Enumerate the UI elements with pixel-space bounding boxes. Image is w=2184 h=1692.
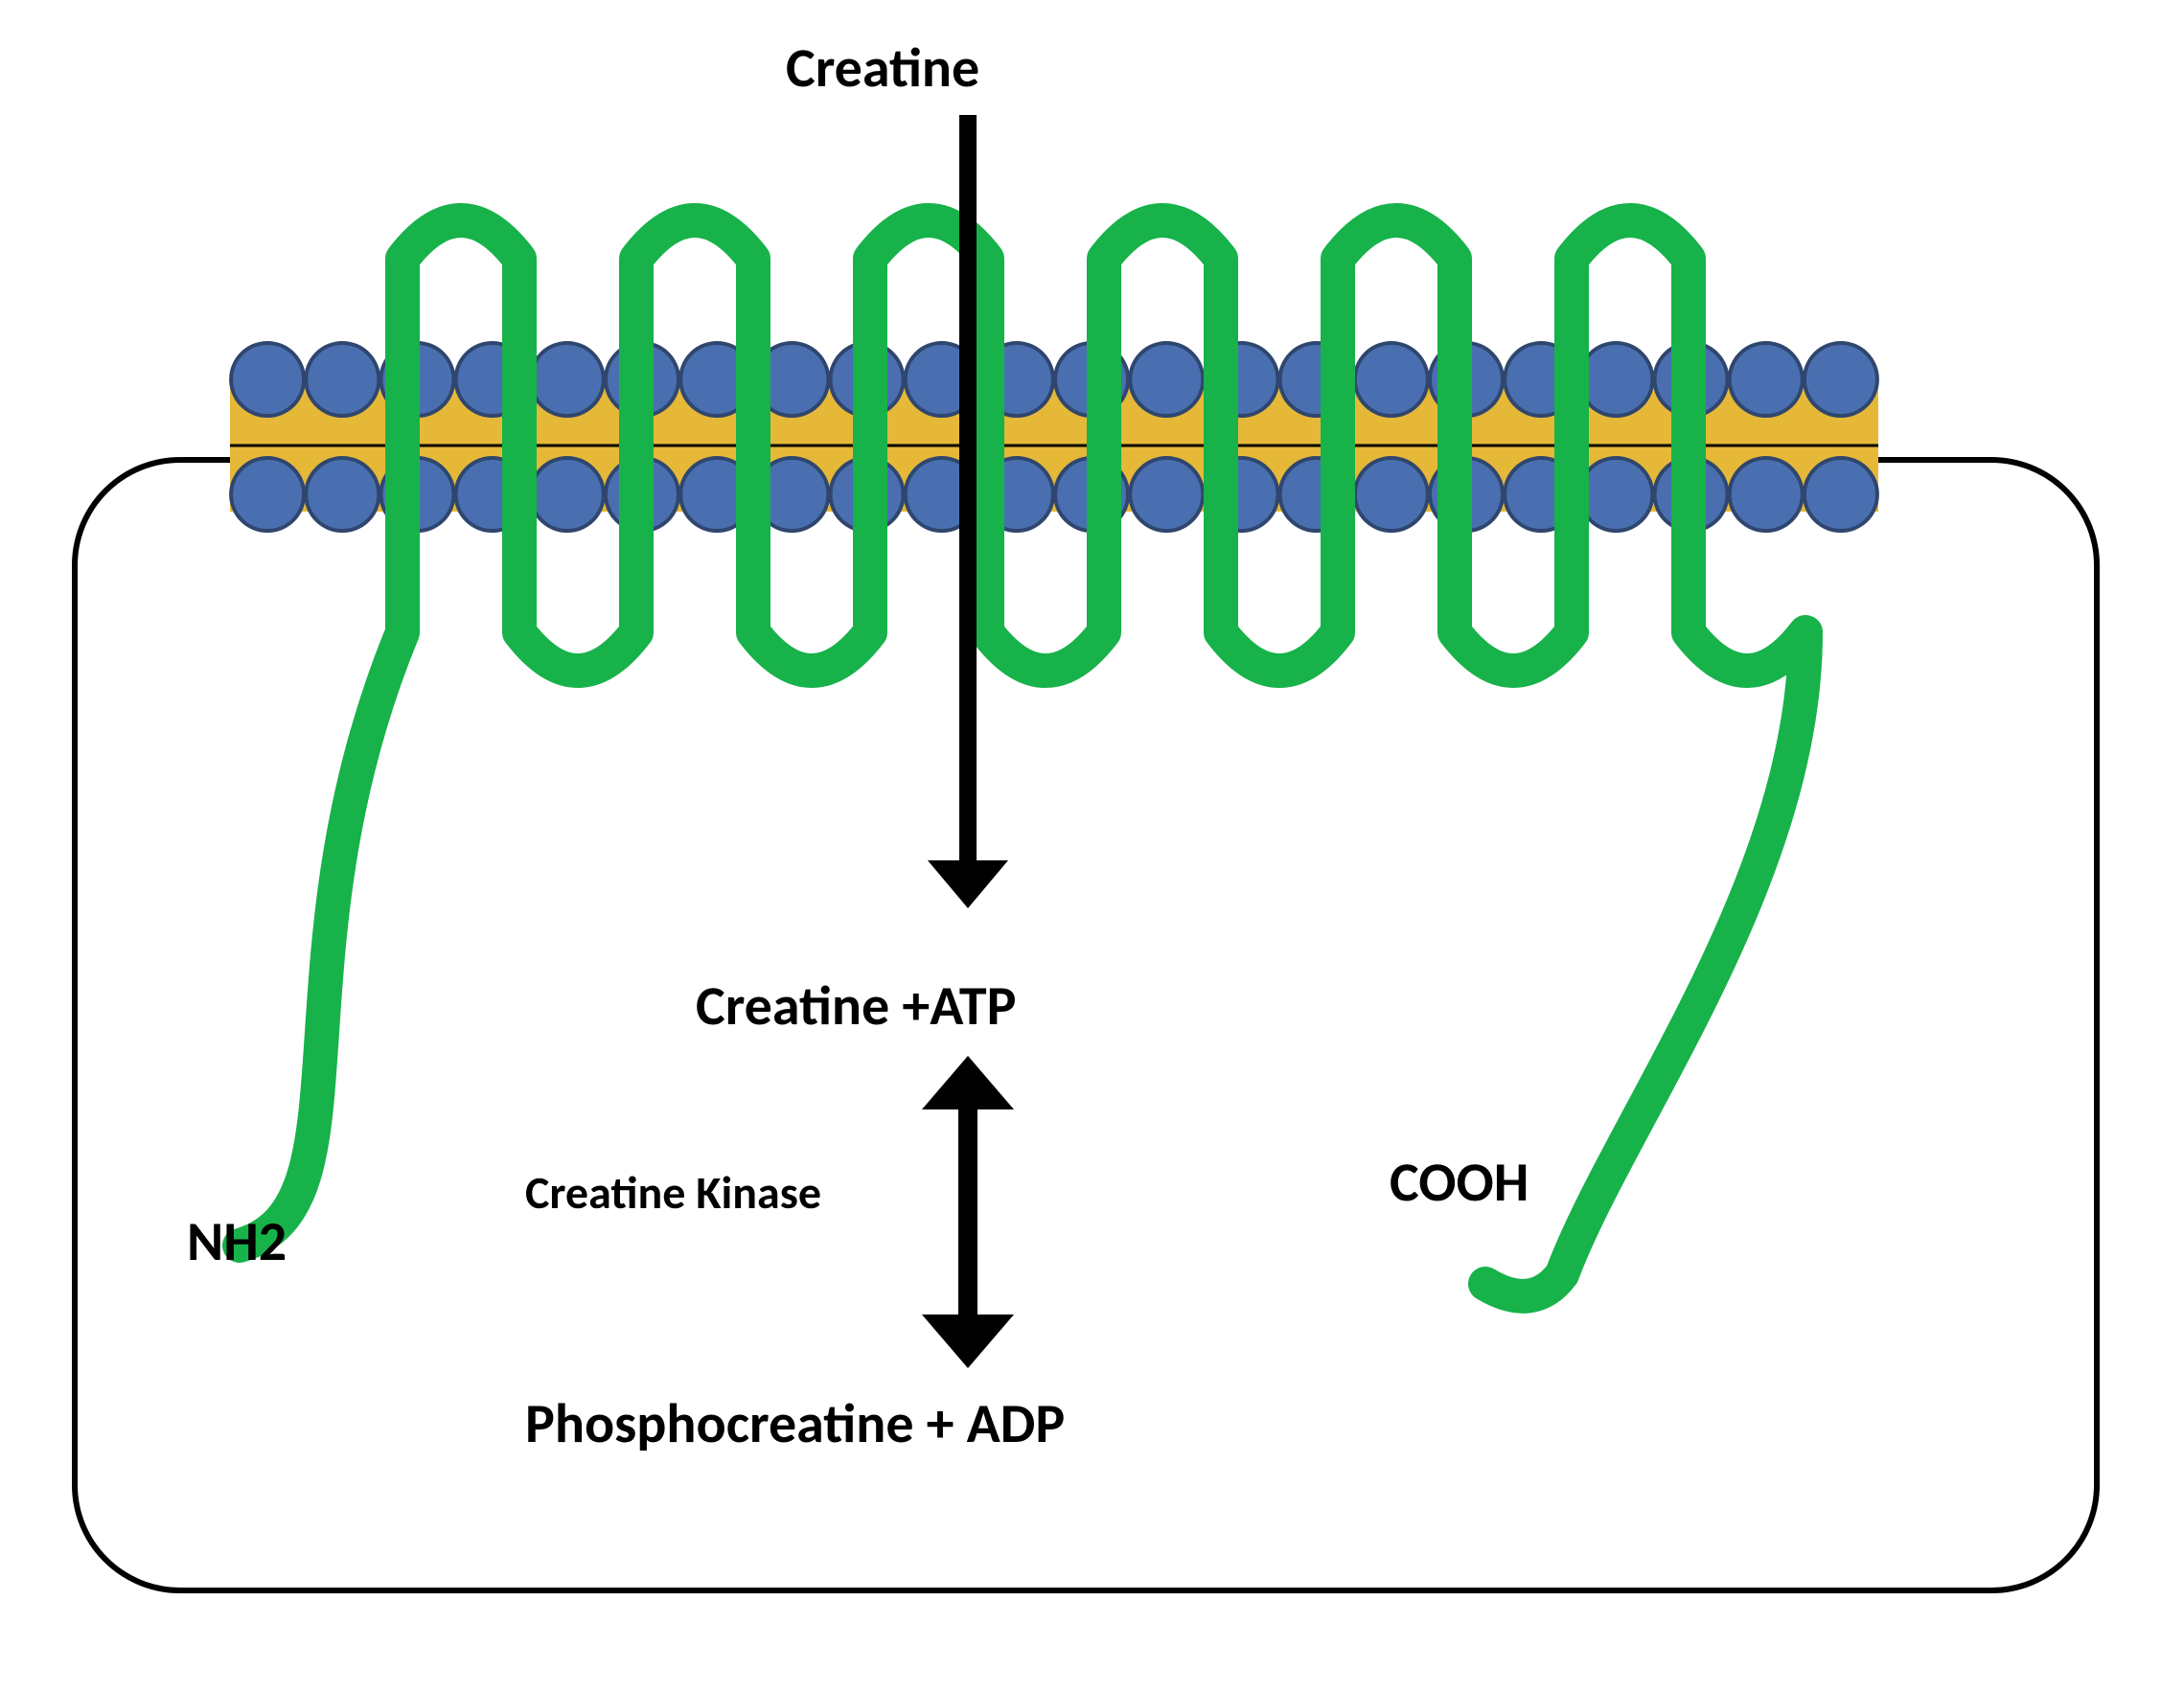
label-phosphocreatine: Phosphocreatine + ADP: [525, 1389, 1065, 1457]
label-cooh: COOH: [1390, 1148, 1529, 1216]
membrane: [230, 343, 1878, 531]
phospholipid-head: [1130, 458, 1203, 531]
phospholipid-head: [531, 343, 604, 416]
phospholipid-head: [1579, 458, 1652, 531]
label-creatine-atp: Creatine +ATP: [696, 972, 1016, 1040]
label-nh2: NH2: [187, 1207, 287, 1275]
phospholipid-head: [306, 343, 379, 416]
arrowhead-up-icon: [922, 1056, 1014, 1109]
label-creatine: Creatine: [786, 34, 979, 102]
phospholipid-head: [1130, 343, 1203, 416]
label-creatine-kinase: Creatine Kinase: [525, 1164, 821, 1221]
phospholipid-head: [306, 458, 379, 531]
phospholipid-head: [1579, 343, 1652, 416]
phospholipid-head: [1730, 343, 1803, 416]
phospholipid-head: [1805, 458, 1877, 531]
phospholipid-head: [1355, 458, 1428, 531]
arrowhead-down2-icon: [922, 1315, 1014, 1368]
phospholipid-head: [231, 343, 304, 416]
phospholipid-head: [1355, 343, 1428, 416]
phospholipid-head: [1805, 343, 1877, 416]
phospholipid-head: [531, 458, 604, 531]
phospholipid-head: [1730, 458, 1803, 531]
arrowhead-down-icon: [928, 860, 1008, 908]
phospholipid-head: [231, 458, 304, 531]
